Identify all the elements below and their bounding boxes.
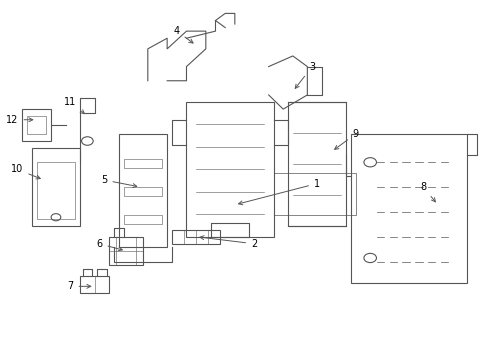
Bar xyxy=(32,148,80,226)
Bar xyxy=(287,102,346,226)
Bar xyxy=(123,215,162,224)
Text: 8: 8 xyxy=(420,182,434,202)
Bar xyxy=(123,187,162,196)
Text: 10: 10 xyxy=(11,165,40,179)
Text: 7: 7 xyxy=(67,281,91,291)
Bar xyxy=(350,134,466,283)
Bar xyxy=(123,159,162,168)
Text: 1: 1 xyxy=(238,179,320,205)
Text: 12: 12 xyxy=(6,115,33,125)
Bar xyxy=(37,162,75,219)
Bar xyxy=(273,173,355,215)
Text: 3: 3 xyxy=(295,62,315,88)
Bar xyxy=(27,116,46,134)
Bar xyxy=(172,230,220,244)
Text: 2: 2 xyxy=(200,236,257,249)
Bar xyxy=(119,134,167,247)
Bar xyxy=(80,276,109,293)
Text: 6: 6 xyxy=(96,239,122,251)
Text: 9: 9 xyxy=(334,129,358,149)
Bar xyxy=(22,109,51,141)
Bar xyxy=(109,237,142,265)
Text: 4: 4 xyxy=(173,26,193,43)
Text: 5: 5 xyxy=(101,175,137,188)
Bar xyxy=(186,102,273,237)
Text: 11: 11 xyxy=(64,97,84,114)
